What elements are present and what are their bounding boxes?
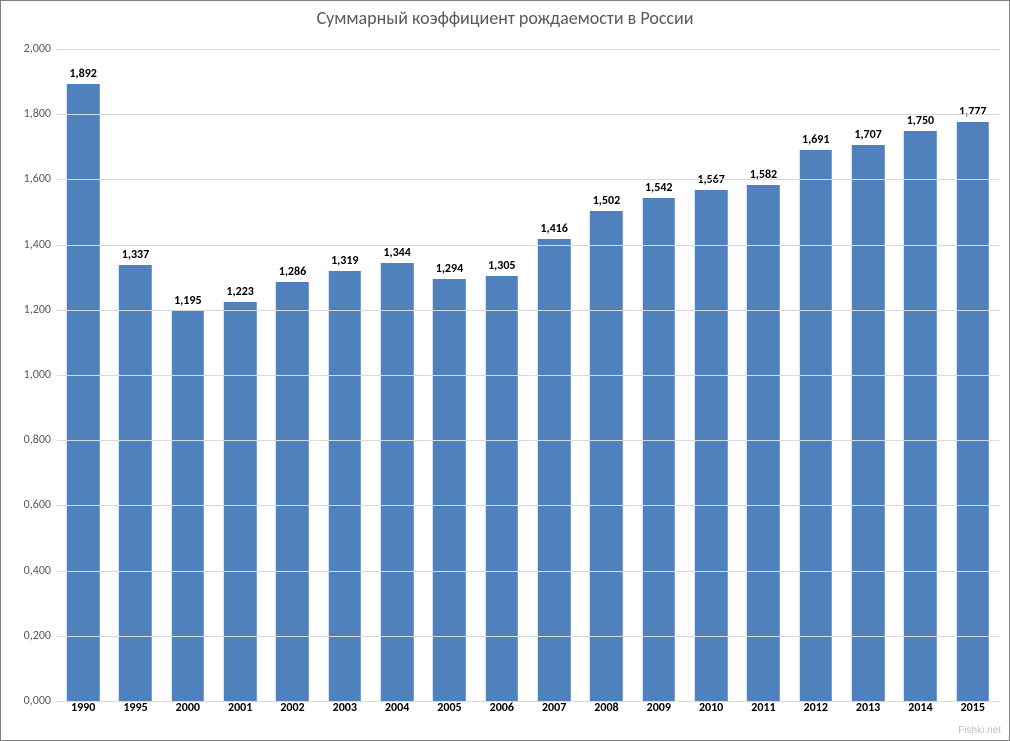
bar-value-label: 1,542 <box>645 181 672 195</box>
bar <box>433 279 465 701</box>
y-axis-label: 1,600 <box>1 172 51 186</box>
bar <box>800 150 832 701</box>
x-axis-label: 2010 <box>685 701 737 725</box>
bar <box>67 84 99 701</box>
bar-value-label: 1,305 <box>488 259 515 273</box>
gridline <box>57 375 999 376</box>
bar <box>486 276 518 701</box>
y-axis-label: 1,200 <box>1 303 51 317</box>
gridline <box>57 114 999 115</box>
x-axis-label: 2009 <box>633 701 685 725</box>
bar-value-label: 1,691 <box>802 133 829 147</box>
x-axis-label: 2007 <box>528 701 580 725</box>
x-axis-label: 2000 <box>162 701 214 725</box>
y-axis-label: 1,000 <box>1 368 51 382</box>
bar-value-label: 1,892 <box>69 67 96 81</box>
bar-value-label: 1,195 <box>174 294 201 308</box>
x-axis-label: 2013 <box>842 701 894 725</box>
y-axis-label: 1,800 <box>1 107 51 121</box>
watermark: Fishki.net <box>958 725 1001 736</box>
y-axis-label: 0,200 <box>1 629 51 643</box>
bar-value-label: 1,223 <box>226 285 253 299</box>
gridline <box>57 310 999 311</box>
bar <box>852 145 884 701</box>
gridline <box>57 505 999 506</box>
x-axis-label: 2004 <box>371 701 423 725</box>
y-axis-label: 1,400 <box>1 238 51 252</box>
gridline <box>57 636 999 637</box>
x-axis: 1990199520002001200220032004200520062007… <box>57 701 999 725</box>
bar-value-label: 1,286 <box>279 265 306 279</box>
gridline <box>57 49 999 50</box>
gridline <box>57 440 999 441</box>
bar <box>695 190 727 701</box>
bar <box>643 198 675 701</box>
bar-value-label: 1,416 <box>540 222 567 236</box>
chart-container: Суммарный коэффициент рождаемости в Росс… <box>0 0 1010 741</box>
x-axis-label: 2012 <box>790 701 842 725</box>
bar <box>590 211 622 701</box>
y-axis-label: 0,600 <box>1 498 51 512</box>
plot-area: 1,892 1,337 1,195 1,223 1,286 1,319 1,344 1,294… <box>57 49 999 701</box>
y-axis-label: 2,000 <box>1 42 51 56</box>
x-axis-label: 1995 <box>109 701 161 725</box>
y-axis-label: 0,800 <box>1 433 51 447</box>
x-axis-label: 2011 <box>737 701 789 725</box>
y-axis-label: 0,400 <box>1 564 51 578</box>
x-axis-label: 2006 <box>476 701 528 725</box>
bar-value-label: 1,344 <box>383 246 410 260</box>
bar-value-label: 1,319 <box>331 254 358 268</box>
bar <box>276 282 308 701</box>
bar <box>538 239 570 701</box>
bar <box>747 185 779 701</box>
bar-value-label: 1,502 <box>593 194 620 208</box>
bar <box>224 302 256 701</box>
x-axis-label: 2014 <box>894 701 946 725</box>
x-axis-label: 2005 <box>423 701 475 725</box>
gridline <box>57 179 999 180</box>
bar <box>904 131 936 702</box>
x-axis-label: 2003 <box>319 701 371 725</box>
x-axis-label: 1990 <box>57 701 109 725</box>
x-axis-label: 2008 <box>580 701 632 725</box>
x-axis-label: 2001 <box>214 701 266 725</box>
bar-value-label: 1,337 <box>122 248 149 262</box>
y-axis-label: 0,000 <box>1 694 51 708</box>
bar-value-label: 1,750 <box>907 114 934 128</box>
bar <box>957 122 989 701</box>
gridline <box>57 571 999 572</box>
x-axis-label: 2002 <box>266 701 318 725</box>
chart-title: Суммарный коэффициент рождаемости в Росс… <box>1 7 1009 29</box>
gridline <box>57 245 999 246</box>
bar-value-label: 1,294 <box>436 262 463 276</box>
bar-value-label: 1,777 <box>959 105 986 119</box>
bar-value-label: 1,707 <box>854 128 881 142</box>
x-axis-label: 2015 <box>947 701 999 725</box>
